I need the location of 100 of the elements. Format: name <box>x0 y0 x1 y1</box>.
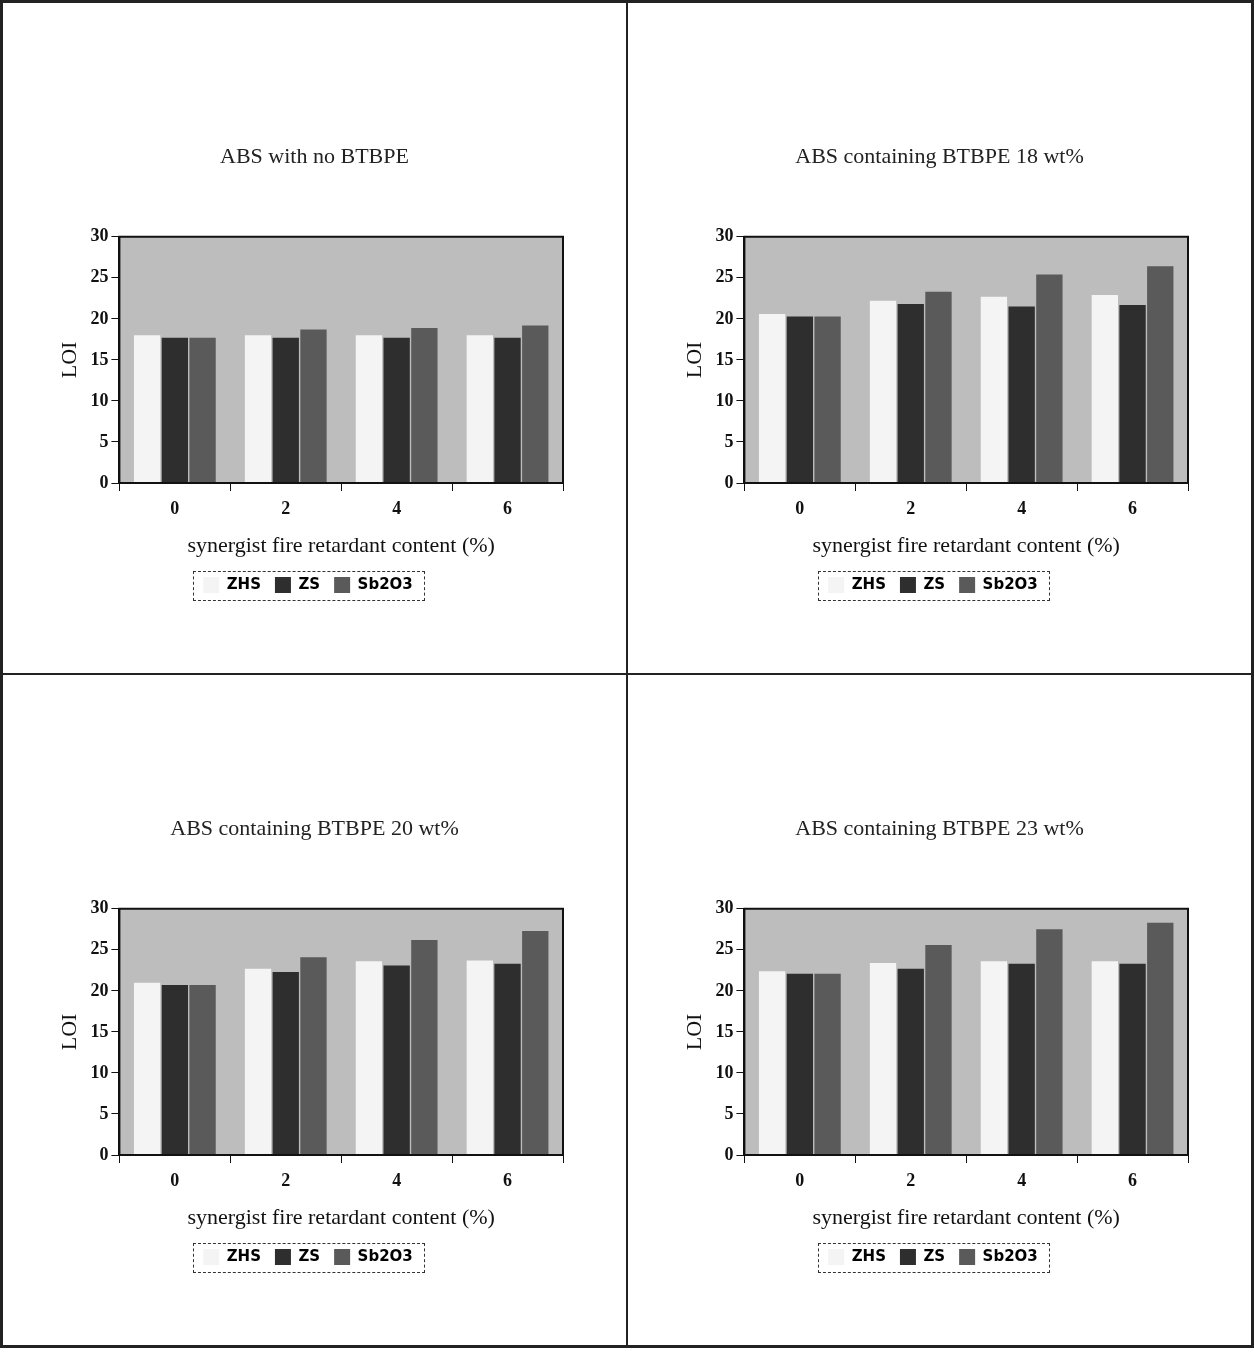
bar <box>869 962 897 1155</box>
y-tick-label: 0 <box>724 471 734 492</box>
legend-label: Sb2O3 <box>357 574 413 593</box>
x-tick-label: 2 <box>281 1170 291 1191</box>
bar <box>383 965 410 1155</box>
bar <box>814 973 841 1155</box>
bar <box>133 982 161 1155</box>
bar <box>980 296 1008 483</box>
x-axis-title: synergist fire retardant content (%) <box>812 1203 1120 1229</box>
bar <box>383 337 410 483</box>
x-axis-title: synergist fire retardant content (%) <box>187 1203 495 1229</box>
chart-title: ABS with no BTBPE <box>219 143 410 169</box>
x-tick-label: 6 <box>503 1170 513 1191</box>
y-tick-label: 0 <box>99 1143 109 1164</box>
legend-label: Sb2O3 <box>982 574 1038 593</box>
bar <box>1008 306 1035 483</box>
x-tick-label: 6 <box>503 498 513 519</box>
x-tick-label: 4 <box>392 498 402 519</box>
y-tick-label: 30 <box>715 897 734 918</box>
bar <box>1119 304 1146 483</box>
y-axis-title: LOI <box>55 1013 81 1051</box>
bar <box>189 337 216 483</box>
bar <box>786 973 814 1155</box>
bar <box>1091 961 1118 1155</box>
legend-label: ZHS <box>851 1246 886 1265</box>
y-tick-label: 25 <box>715 938 734 959</box>
bar <box>300 329 327 483</box>
bar <box>189 985 216 1155</box>
bar <box>466 335 493 483</box>
bar <box>355 961 383 1155</box>
legend-label: ZS <box>298 574 321 593</box>
bar <box>1036 274 1063 483</box>
y-tick-label: 0 <box>724 1143 734 1164</box>
x-tick-label: 6 <box>1128 498 1138 519</box>
bar <box>1147 922 1174 1155</box>
bar <box>786 316 814 483</box>
x-axis-title: synergist fire retardant content (%) <box>187 531 495 557</box>
y-tick-label: 15 <box>90 348 109 369</box>
bar <box>161 985 189 1155</box>
y-tick-label: 5 <box>99 430 109 451</box>
bar <box>925 944 952 1155</box>
bar <box>300 957 327 1155</box>
legend-label: ZHS <box>851 574 886 593</box>
bar <box>133 335 161 483</box>
legend-label: ZHS <box>226 1246 261 1265</box>
x-tick-label: 0 <box>170 1170 180 1191</box>
y-axis-title: LOI <box>680 341 706 379</box>
bar <box>1091 295 1118 483</box>
bar <box>1119 963 1146 1155</box>
bar <box>272 971 299 1155</box>
y-tick-label: 25 <box>715 266 734 287</box>
bar <box>1036 929 1063 1155</box>
bar <box>355 335 383 483</box>
bar <box>1008 963 1035 1155</box>
y-tick-label: 10 <box>90 389 109 410</box>
x-tick-label: 4 <box>1017 1170 1027 1191</box>
y-tick-label: 30 <box>90 225 109 246</box>
y-tick-label: 10 <box>715 1061 734 1082</box>
x-tick-label: 2 <box>906 498 916 519</box>
x-tick-label: 6 <box>1128 1170 1138 1191</box>
y-tick-label: 25 <box>90 938 109 959</box>
bar <box>272 337 299 483</box>
y-tick-label: 5 <box>724 1102 734 1123</box>
y-tick-label: 30 <box>715 225 734 246</box>
bar <box>244 335 272 483</box>
bar <box>466 960 493 1155</box>
y-tick-label: 10 <box>715 389 734 410</box>
y-tick-label: 25 <box>90 266 109 287</box>
y-tick-label: 5 <box>99 1102 109 1123</box>
y-tick-label: 10 <box>90 1061 109 1082</box>
y-tick-label: 20 <box>715 307 734 328</box>
bar <box>758 971 786 1155</box>
bar <box>897 968 924 1155</box>
x-axis-title: synergist fire retardant content (%) <box>812 531 1120 557</box>
bar <box>522 325 549 483</box>
bar <box>925 291 952 483</box>
y-tick-label: 5 <box>724 430 734 451</box>
x-tick-label: 4 <box>392 1170 402 1191</box>
chart-title: ABS containing BTBPE 23 wt% <box>794 815 1085 841</box>
legend-label: ZHS <box>226 574 261 593</box>
y-tick-label: 20 <box>90 307 109 328</box>
bar <box>494 963 521 1155</box>
y-tick-label: 20 <box>90 979 109 1000</box>
y-tick-label: 0 <box>99 471 109 492</box>
bar <box>244 968 272 1155</box>
y-tick-label: 15 <box>715 348 734 369</box>
bar <box>411 327 438 483</box>
y-tick-label: 15 <box>90 1020 109 1041</box>
chart-title: ABS containing BTBPE 18 wt% <box>794 143 1085 169</box>
y-tick-label: 30 <box>90 897 109 918</box>
y-axis-title: LOI <box>680 1013 706 1051</box>
bar <box>897 304 924 483</box>
bar <box>161 337 189 483</box>
chart-title: ABS containing BTBPE 20 wt% <box>169 815 460 841</box>
x-tick-label: 0 <box>795 498 805 519</box>
legend-label: ZS <box>298 1246 321 1265</box>
x-tick-label: 4 <box>1017 498 1027 519</box>
bar <box>1147 266 1174 483</box>
bar <box>411 939 438 1155</box>
y-tick-label: 20 <box>715 979 734 1000</box>
